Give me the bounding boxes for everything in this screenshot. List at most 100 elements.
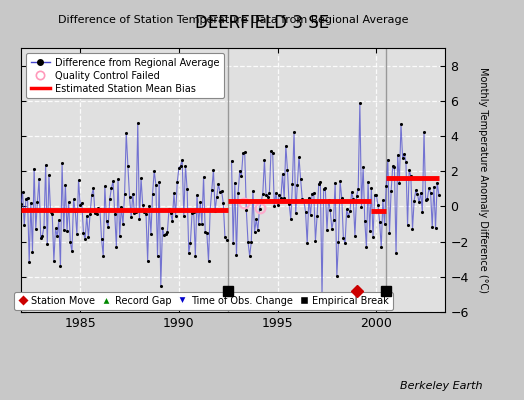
Point <box>148 191 157 197</box>
Point <box>79 230 88 236</box>
Point <box>297 176 305 182</box>
Point <box>61 181 70 188</box>
Point <box>333 273 341 280</box>
Point <box>245 253 254 259</box>
Point <box>241 149 249 156</box>
Point <box>107 185 116 191</box>
Point <box>379 197 387 204</box>
Point <box>268 150 277 156</box>
Point <box>37 234 45 241</box>
Point <box>104 224 112 230</box>
Point <box>63 228 71 234</box>
Point <box>232 252 241 258</box>
Point <box>171 212 180 219</box>
Point <box>145 202 154 209</box>
Point <box>33 199 41 205</box>
Point <box>219 200 227 207</box>
Point <box>400 150 409 157</box>
Point <box>249 188 257 194</box>
Point <box>147 230 155 237</box>
Point <box>390 164 399 170</box>
Point <box>301 209 310 215</box>
Point <box>392 250 400 257</box>
Point <box>265 190 274 196</box>
Point <box>283 167 292 173</box>
Point <box>395 180 403 186</box>
Point <box>267 148 275 154</box>
Point <box>165 206 173 212</box>
Point <box>138 202 147 208</box>
Point <box>247 239 256 246</box>
Point <box>310 190 318 196</box>
Point <box>357 203 366 210</box>
Point <box>326 207 334 214</box>
Point <box>60 227 68 234</box>
Point <box>94 205 103 211</box>
Point <box>397 120 405 127</box>
Point <box>31 226 40 232</box>
Point <box>109 178 117 184</box>
Point <box>346 208 354 214</box>
Point <box>281 142 290 149</box>
Point <box>68 248 76 254</box>
Point <box>198 220 206 227</box>
Point <box>122 130 130 136</box>
Point <box>101 183 109 190</box>
Point <box>222 237 231 243</box>
Point <box>221 234 229 241</box>
Point <box>361 218 369 224</box>
Point <box>287 216 295 222</box>
Point <box>341 240 349 247</box>
Point <box>257 198 265 205</box>
Point <box>303 240 311 247</box>
Point <box>430 184 438 190</box>
Point <box>21 196 30 202</box>
Point <box>144 258 152 264</box>
Point <box>74 177 83 184</box>
Point <box>121 190 129 197</box>
Point <box>417 190 425 196</box>
Point <box>389 163 397 169</box>
Point <box>167 210 175 217</box>
Point <box>56 263 64 270</box>
Point <box>150 168 158 174</box>
Point <box>84 234 93 240</box>
Point <box>344 213 353 219</box>
Point <box>51 225 60 232</box>
Point <box>313 213 321 219</box>
Point <box>91 210 99 216</box>
Point <box>54 217 63 224</box>
Point <box>370 192 379 198</box>
Point <box>293 182 301 188</box>
Title: Difference of Station Temperature Data from Regional Average: Difference of Station Temperature Data f… <box>58 15 408 25</box>
Point <box>124 163 132 169</box>
Point <box>372 192 380 198</box>
Point <box>413 191 422 197</box>
Point <box>336 178 344 185</box>
Point <box>402 158 410 165</box>
Point <box>25 259 34 265</box>
Point <box>374 202 382 208</box>
Point <box>119 221 127 228</box>
Point <box>304 194 313 201</box>
Point <box>69 196 78 202</box>
Point <box>155 179 163 185</box>
Point <box>387 188 395 194</box>
Point <box>20 222 28 228</box>
Point <box>242 207 250 214</box>
Point <box>398 155 407 162</box>
Point <box>427 189 435 196</box>
Point <box>216 189 224 195</box>
Point <box>163 229 171 235</box>
Point <box>254 227 262 234</box>
Point <box>184 249 193 256</box>
Point <box>331 179 340 186</box>
Point <box>127 214 135 220</box>
Point <box>161 231 170 238</box>
Point <box>50 257 58 264</box>
Point <box>194 220 203 227</box>
Point <box>431 225 440 232</box>
Point <box>380 221 389 227</box>
Point <box>201 228 210 235</box>
Point <box>137 175 145 182</box>
